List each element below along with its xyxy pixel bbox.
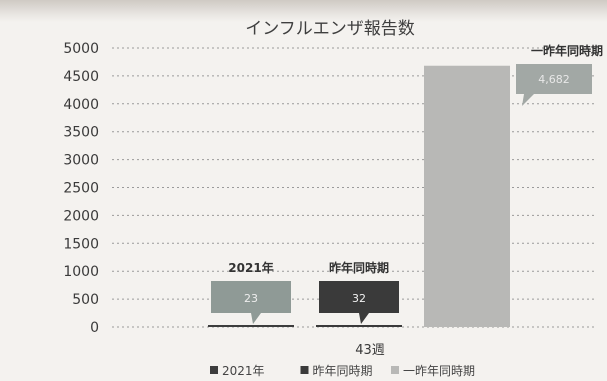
data-label-0: 23	[244, 292, 258, 305]
legend-swatch-1	[300, 366, 309, 374]
series-name-label-0: 2021年	[228, 260, 273, 275]
chart-title: インフルエンザ報告数	[245, 19, 415, 39]
legend-swatch-0	[210, 366, 218, 374]
y-tick-label-500: 500	[72, 292, 99, 308]
data-callout-0	[211, 281, 291, 324]
y-tick-label-0: 0	[90, 320, 99, 336]
x-category-label: 43週	[355, 343, 385, 358]
legend-label-0: 2021年	[222, 364, 265, 378]
series-name-label-1: 昨年同時期	[329, 260, 389, 275]
bar-1	[316, 325, 402, 327]
legend-label-2: 一昨年同時期	[403, 364, 475, 378]
data-labels: 2021年 23 昨年同時期 32 一昨年同時期 4,682	[211, 43, 603, 324]
bar-2	[424, 65, 510, 328]
data-callout-2	[516, 64, 592, 106]
bar-0	[208, 325, 294, 327]
y-tick-label-2500: 2500	[63, 181, 99, 197]
y-tick-label-1000: 1000	[63, 264, 99, 280]
data-label-2: 4,682	[538, 73, 570, 86]
series-name-label-2: 一昨年同時期	[531, 43, 603, 58]
legend-swatch-2	[391, 366, 399, 374]
y-tick-label-2000: 2000	[63, 208, 99, 224]
y-tick-label-4500: 4500	[63, 69, 99, 85]
bars	[208, 65, 510, 328]
y-tick-label-4000: 4000	[63, 97, 99, 113]
data-callout-1	[319, 281, 399, 324]
y-axis: 0 500 1000 1500 2000 2500 3000 3500 4000 4500 5000	[63, 41, 99, 336]
legend: 2021年 昨年同時期 一昨年同時期	[210, 364, 475, 378]
data-label-1: 32	[352, 292, 366, 305]
y-tick-label-3000: 3000	[63, 153, 99, 169]
y-tick-label-5000: 5000	[63, 41, 99, 57]
legend-label-1: 昨年同時期	[313, 364, 373, 378]
y-tick-label-3500: 3500	[63, 125, 99, 141]
y-tick-label-1500: 1500	[63, 236, 99, 252]
